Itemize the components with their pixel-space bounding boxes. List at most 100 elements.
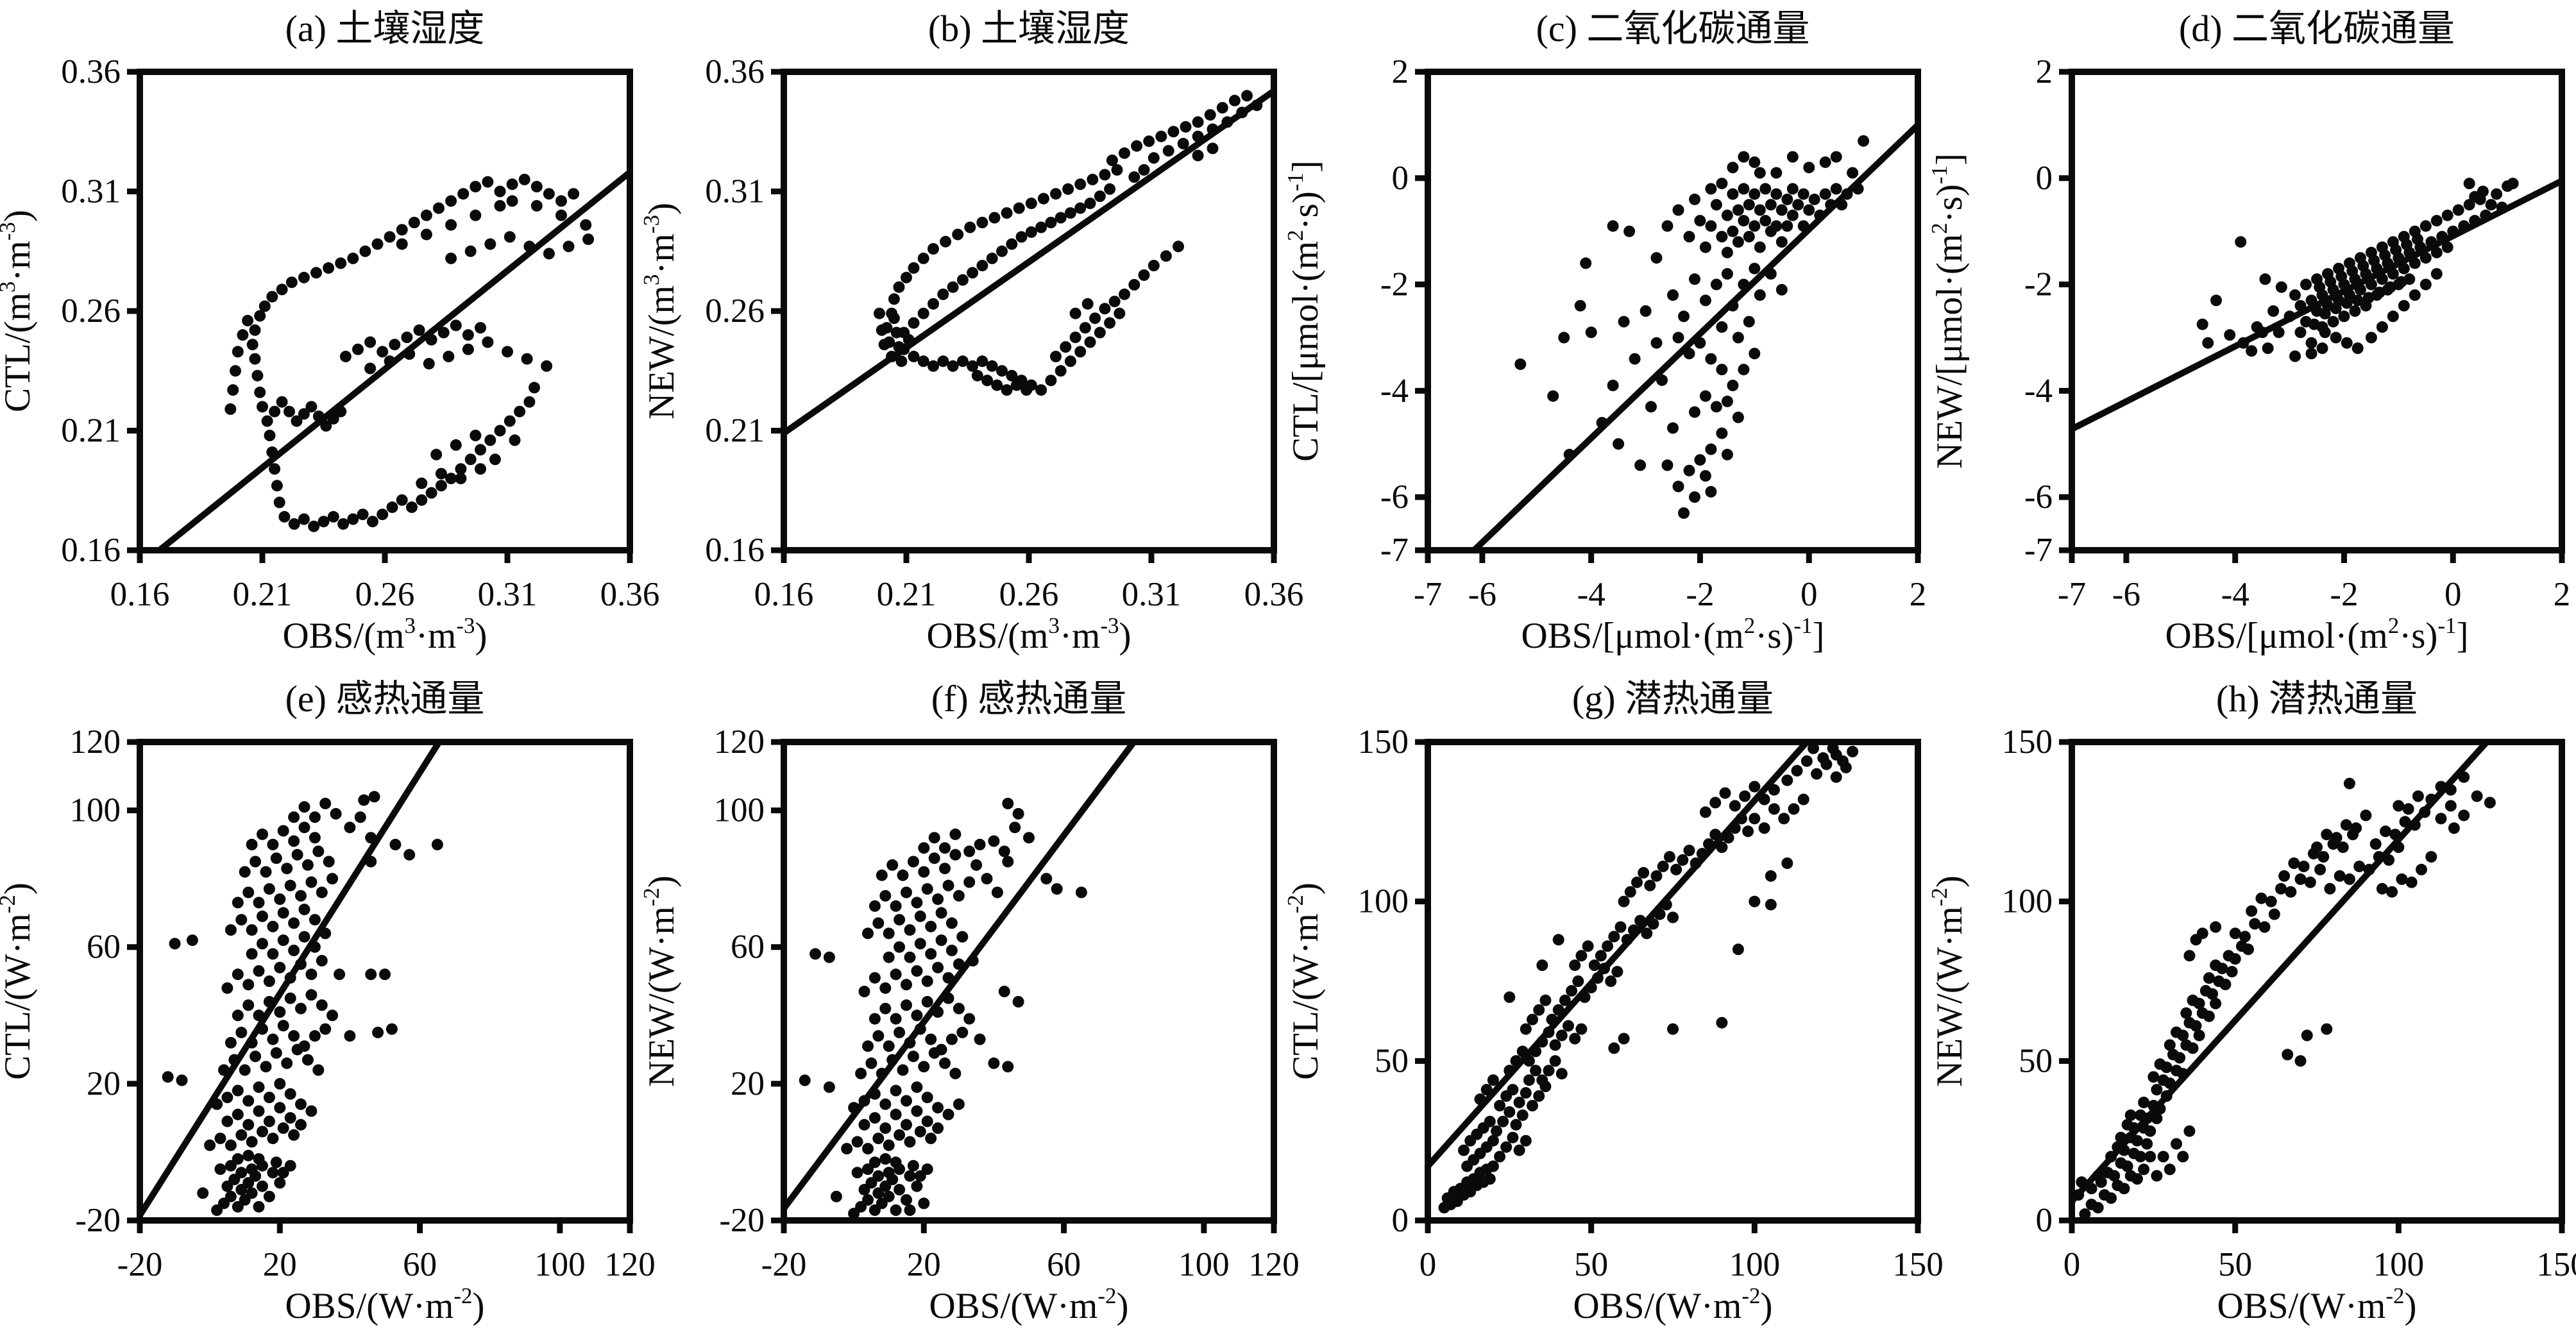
fit-line [781,739,1137,1211]
panel-e: (e) 感热通量 -20 20 60 100 120 120 100 60 20 -20 OBS/(W… [0,670,656,1340]
y-tick-label: 0 [1392,160,1409,197]
y-tick-label: -7 [2024,532,2053,569]
y-tick-label: -7 [1380,532,1409,569]
x-tick-label: 2 [1910,576,1927,613]
x-tick-label: 0.21 [233,576,292,613]
fit-line [157,169,632,553]
y-tick-label: 0 [1392,1202,1409,1239]
x-tick-label: 0.26 [355,576,415,613]
x-axis-ticks: 0 50 100 150 [1419,1220,1944,1283]
y-axis-label: NEW/(m3·m-3) [639,203,682,419]
x-tick-label: 2 [2554,576,2571,613]
y-tick-label: 60 [731,929,765,966]
x-tick-label: -6 [1468,576,1496,613]
x-axis-label: OBS/(m3·m-3) [282,613,487,656]
y-axis-ticks: 2 0 -2 -4 -6 -7 [1380,53,1428,569]
x-tick-label: 50 [1574,1246,1608,1283]
panel-a: (a) 土壤湿度 0.16 0.21 0.26 0.31 0.36 0.16 0.21 0.26… [0,0,659,670]
y-tick-label: 20 [731,1065,765,1102]
x-tick-label: 0.31 [1122,576,1182,613]
x-tick-label: 50 [2218,1246,2252,1283]
panel-title: (a) 土壤湿度 [285,8,485,49]
y-tick-label: 0.31 [705,173,765,210]
y-tick-label: 0.36 [61,53,121,90]
y-tick-label: 100 [714,792,765,829]
fit-line [2069,739,2489,1204]
x-axis-ticks: 0 50 100 150 [2063,1220,2576,1283]
y-tick-label: 0 [2036,160,2053,197]
scatter-plot-co2-flux-new: (d) 二氧化碳通量 -7 -6 -4 -2 0 2 2 0 -2 -4 -6 -7 OBS/[μmol·… [1927,8,2570,656]
y-tick-label: 20 [87,1065,121,1102]
panel-b: (b) 土壤湿度 0.16 0.21 0.26 0.31 0.36 0.16 0.21 0.26… [639,0,1303,670]
x-tick-label: 0 [1801,576,1818,613]
axes-frame [781,739,1277,1224]
x-tick-label: 0 [1419,1246,1437,1283]
scatter-plot-soil-moisture-ctl: (a) 土壤湿度 0.16 0.21 0.26 0.31 0.36 0.16 0.21 0.26… [0,8,659,656]
scatter-points [2072,771,2496,1220]
y-tick-label: 120 [70,723,121,761]
x-axis-label: OBS/(W·m-2) [285,1283,485,1326]
x-axis-ticks: -20 20 60 100 120 [761,1220,1300,1283]
axes-frame [1425,739,1921,1224]
x-axis-label: OBS/[μmol·(m2·s)-1] [2165,613,2468,656]
y-axis-ticks: 120 100 60 20 -20 [714,723,784,1239]
scatter-plot-co2-flux-ctl: (c) 二氧化碳通量 -7 -6 -4 -2 0 2 2 0 -2 -4 -6 -7 OBS/[μmol·… [1283,8,1927,656]
x-tick-label: -4 [2221,576,2250,613]
y-tick-label: -20 [75,1202,121,1239]
scatter-plot-soil-moisture-new: (b) 土壤湿度 0.16 0.21 0.26 0.31 0.36 0.16 0.21 0.26… [639,8,1303,656]
x-tick-label: 150 [1892,1246,1944,1283]
x-axis-label: OBS/(W·m-2) [2217,1283,2417,1326]
y-tick-label: -6 [2024,478,2053,516]
y-axis-label: CTL/(W·m-2) [0,882,38,1080]
x-tick-label: 120 [1248,1246,1300,1283]
x-tick-label: -7 [2058,576,2086,613]
scatter-plot-sensible-heat-ctl: (e) 感热通量 -20 20 60 100 120 120 100 60 20 -20 OBS/(W… [0,678,656,1326]
panel-d: (d) 二氧化碳通量 -7 -6 -4 -2 0 2 2 0 -2 -4 -6 -7 OBS/[μmol·… [1927,0,2576,670]
scatter-plot-sensible-heat-new: (f) 感热通量 -20 20 60 100 120 120 100 60 20 -20 OBS/(W… [639,678,1300,1326]
y-tick-label: -6 [1380,478,1409,516]
x-tick-label: 0.31 [478,576,538,613]
x-tick-label: -6 [2112,576,2140,613]
x-tick-label: -20 [761,1246,807,1283]
x-tick-label: 0 [2063,1246,2081,1283]
x-tick-label: -4 [1577,576,1606,613]
y-axis-ticks: 0.16 0.21 0.26 0.31 0.36 [705,53,784,569]
x-tick-label: 0.16 [110,576,170,613]
scatter-plot-latent-heat-new: (h) 潜热通量 0 50 100 150 150 100 50 0 OBS/(W·m-2) NEW… [1927,678,2576,1326]
x-tick-label: 0.21 [877,576,936,613]
y-axis-label: NEW/(W·m-2) [639,875,682,1087]
scatter-points [162,791,443,1216]
y-axis-ticks: 120 100 60 20 -20 [70,723,140,1239]
panel-title: (f) 感热通量 [931,678,1126,720]
axes-frame [137,69,633,553]
axes-frame [2069,739,2565,1224]
panel-title: (g) 潜热通量 [1572,678,1774,720]
y-tick-label: 120 [714,723,765,761]
y-tick-label: 100 [70,792,121,829]
fit-line [1425,739,1809,1168]
y-tick-label: 0.21 [705,412,765,450]
x-tick-label: -2 [2330,576,2358,613]
y-axis-label: NEW/(W·m-2) [1927,875,1970,1087]
y-axis-ticks: 0.16 0.21 0.26 0.31 0.36 [61,53,140,569]
y-tick-label: 100 [1358,883,1409,920]
y-tick-label: -2 [1380,266,1409,303]
axes-frame [2069,69,2565,553]
x-tick-label: 100 [534,1246,586,1283]
x-tick-label: 120 [604,1246,656,1283]
x-axis-label: OBS/(W·m-2) [1573,1283,1773,1326]
x-tick-label: 100 [2373,1246,2425,1283]
y-tick-label: 0.36 [705,53,765,90]
panel-g: (g) 潜热通量 0 50 100 150 150 100 50 0 OBS/(W·m-2) CTL… [1283,670,1944,1340]
scatter-plot-latent-heat-ctl: (g) 潜热通量 0 50 100 150 150 100 50 0 OBS/(W·m-2) CTL… [1283,678,1944,1326]
x-axis-ticks: -7 -6 -4 -2 0 2 [2058,550,2570,613]
fit-line [2070,178,2564,432]
x-axis-label: OBS/(m3·m-3) [926,613,1131,656]
y-tick-label: 2 [2036,53,2053,90]
y-tick-label: 0.16 [705,532,765,569]
y-tick-label: 150 [2002,723,2053,761]
panel-title: (e) 感热通量 [285,678,485,720]
y-tick-label: 60 [87,929,121,966]
panel-f: (f) 感热通量 -20 20 60 100 120 120 100 60 20 -20 OBS/(W… [639,670,1300,1340]
y-tick-label: -2 [2024,266,2053,303]
